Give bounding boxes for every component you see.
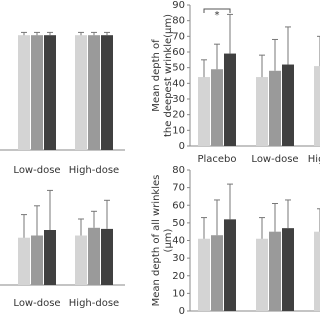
bar <box>101 35 113 151</box>
x-tick-label: Low-dose <box>13 298 60 309</box>
x-tick-label: Low-dose <box>13 165 60 176</box>
y-tick-label: 60 <box>172 47 185 58</box>
y-tick-label: 70 <box>172 31 185 42</box>
y-tick-label: 20 <box>172 110 185 121</box>
bar <box>211 69 223 146</box>
y-tick-label: 70 <box>172 183 185 194</box>
bar <box>269 231 281 311</box>
x-tick-label: High-dose <box>69 165 119 176</box>
bar <box>256 77 268 146</box>
bar <box>282 64 294 146</box>
y-tick-label: 50 <box>172 218 185 229</box>
bar <box>224 219 236 311</box>
y-tick-label: 40 <box>172 78 185 89</box>
x-tick-label: High-dose <box>69 298 119 309</box>
y-tick-label: 10 <box>172 125 185 136</box>
bar <box>224 53 236 146</box>
bar <box>211 235 223 311</box>
bar <box>198 77 210 146</box>
bar <box>75 235 87 285</box>
y-tick-label: 80 <box>172 165 185 176</box>
bar <box>269 70 281 146</box>
bar <box>88 35 100 151</box>
bar <box>314 66 320 146</box>
y-tick-label: 0 <box>179 306 185 317</box>
annotation: * <box>215 10 220 21</box>
bar <box>198 238 210 311</box>
bar <box>44 35 56 151</box>
bar <box>314 231 320 311</box>
bar <box>75 35 87 151</box>
y-axis-label: Mean depth of <box>151 39 162 112</box>
bar <box>88 227 100 285</box>
y-axis-label: (μm) <box>163 228 174 252</box>
y-axis-label: the deepest wrinkle(μm) <box>163 14 174 137</box>
y-tick-label: 10 <box>172 288 185 299</box>
bar <box>31 35 43 151</box>
y-tick-label: 40 <box>172 236 185 247</box>
y-tick-label: 80 <box>172 16 185 27</box>
y-tick-label: 30 <box>172 253 185 264</box>
bar <box>31 235 43 285</box>
x-tick-label: Placebo <box>197 154 236 165</box>
y-tick-label: 30 <box>172 94 185 105</box>
bar <box>101 228 113 285</box>
y-axis-label: Mean depth of all wrinkles <box>151 175 162 307</box>
bar <box>256 238 268 311</box>
y-tick-label: 60 <box>172 200 185 211</box>
x-tick-label: Low-dose <box>251 154 298 165</box>
bar <box>18 237 30 285</box>
y-tick-label: 0 <box>179 141 185 152</box>
y-tick-label: 20 <box>172 271 185 282</box>
y-tick-label: 90 <box>172 0 185 11</box>
y-tick-label: 50 <box>172 63 185 74</box>
x-tick-label: High-dose <box>308 154 320 165</box>
bar <box>18 35 30 151</box>
bar <box>282 228 294 311</box>
significance-bracket <box>203 8 231 13</box>
bar <box>44 230 56 285</box>
